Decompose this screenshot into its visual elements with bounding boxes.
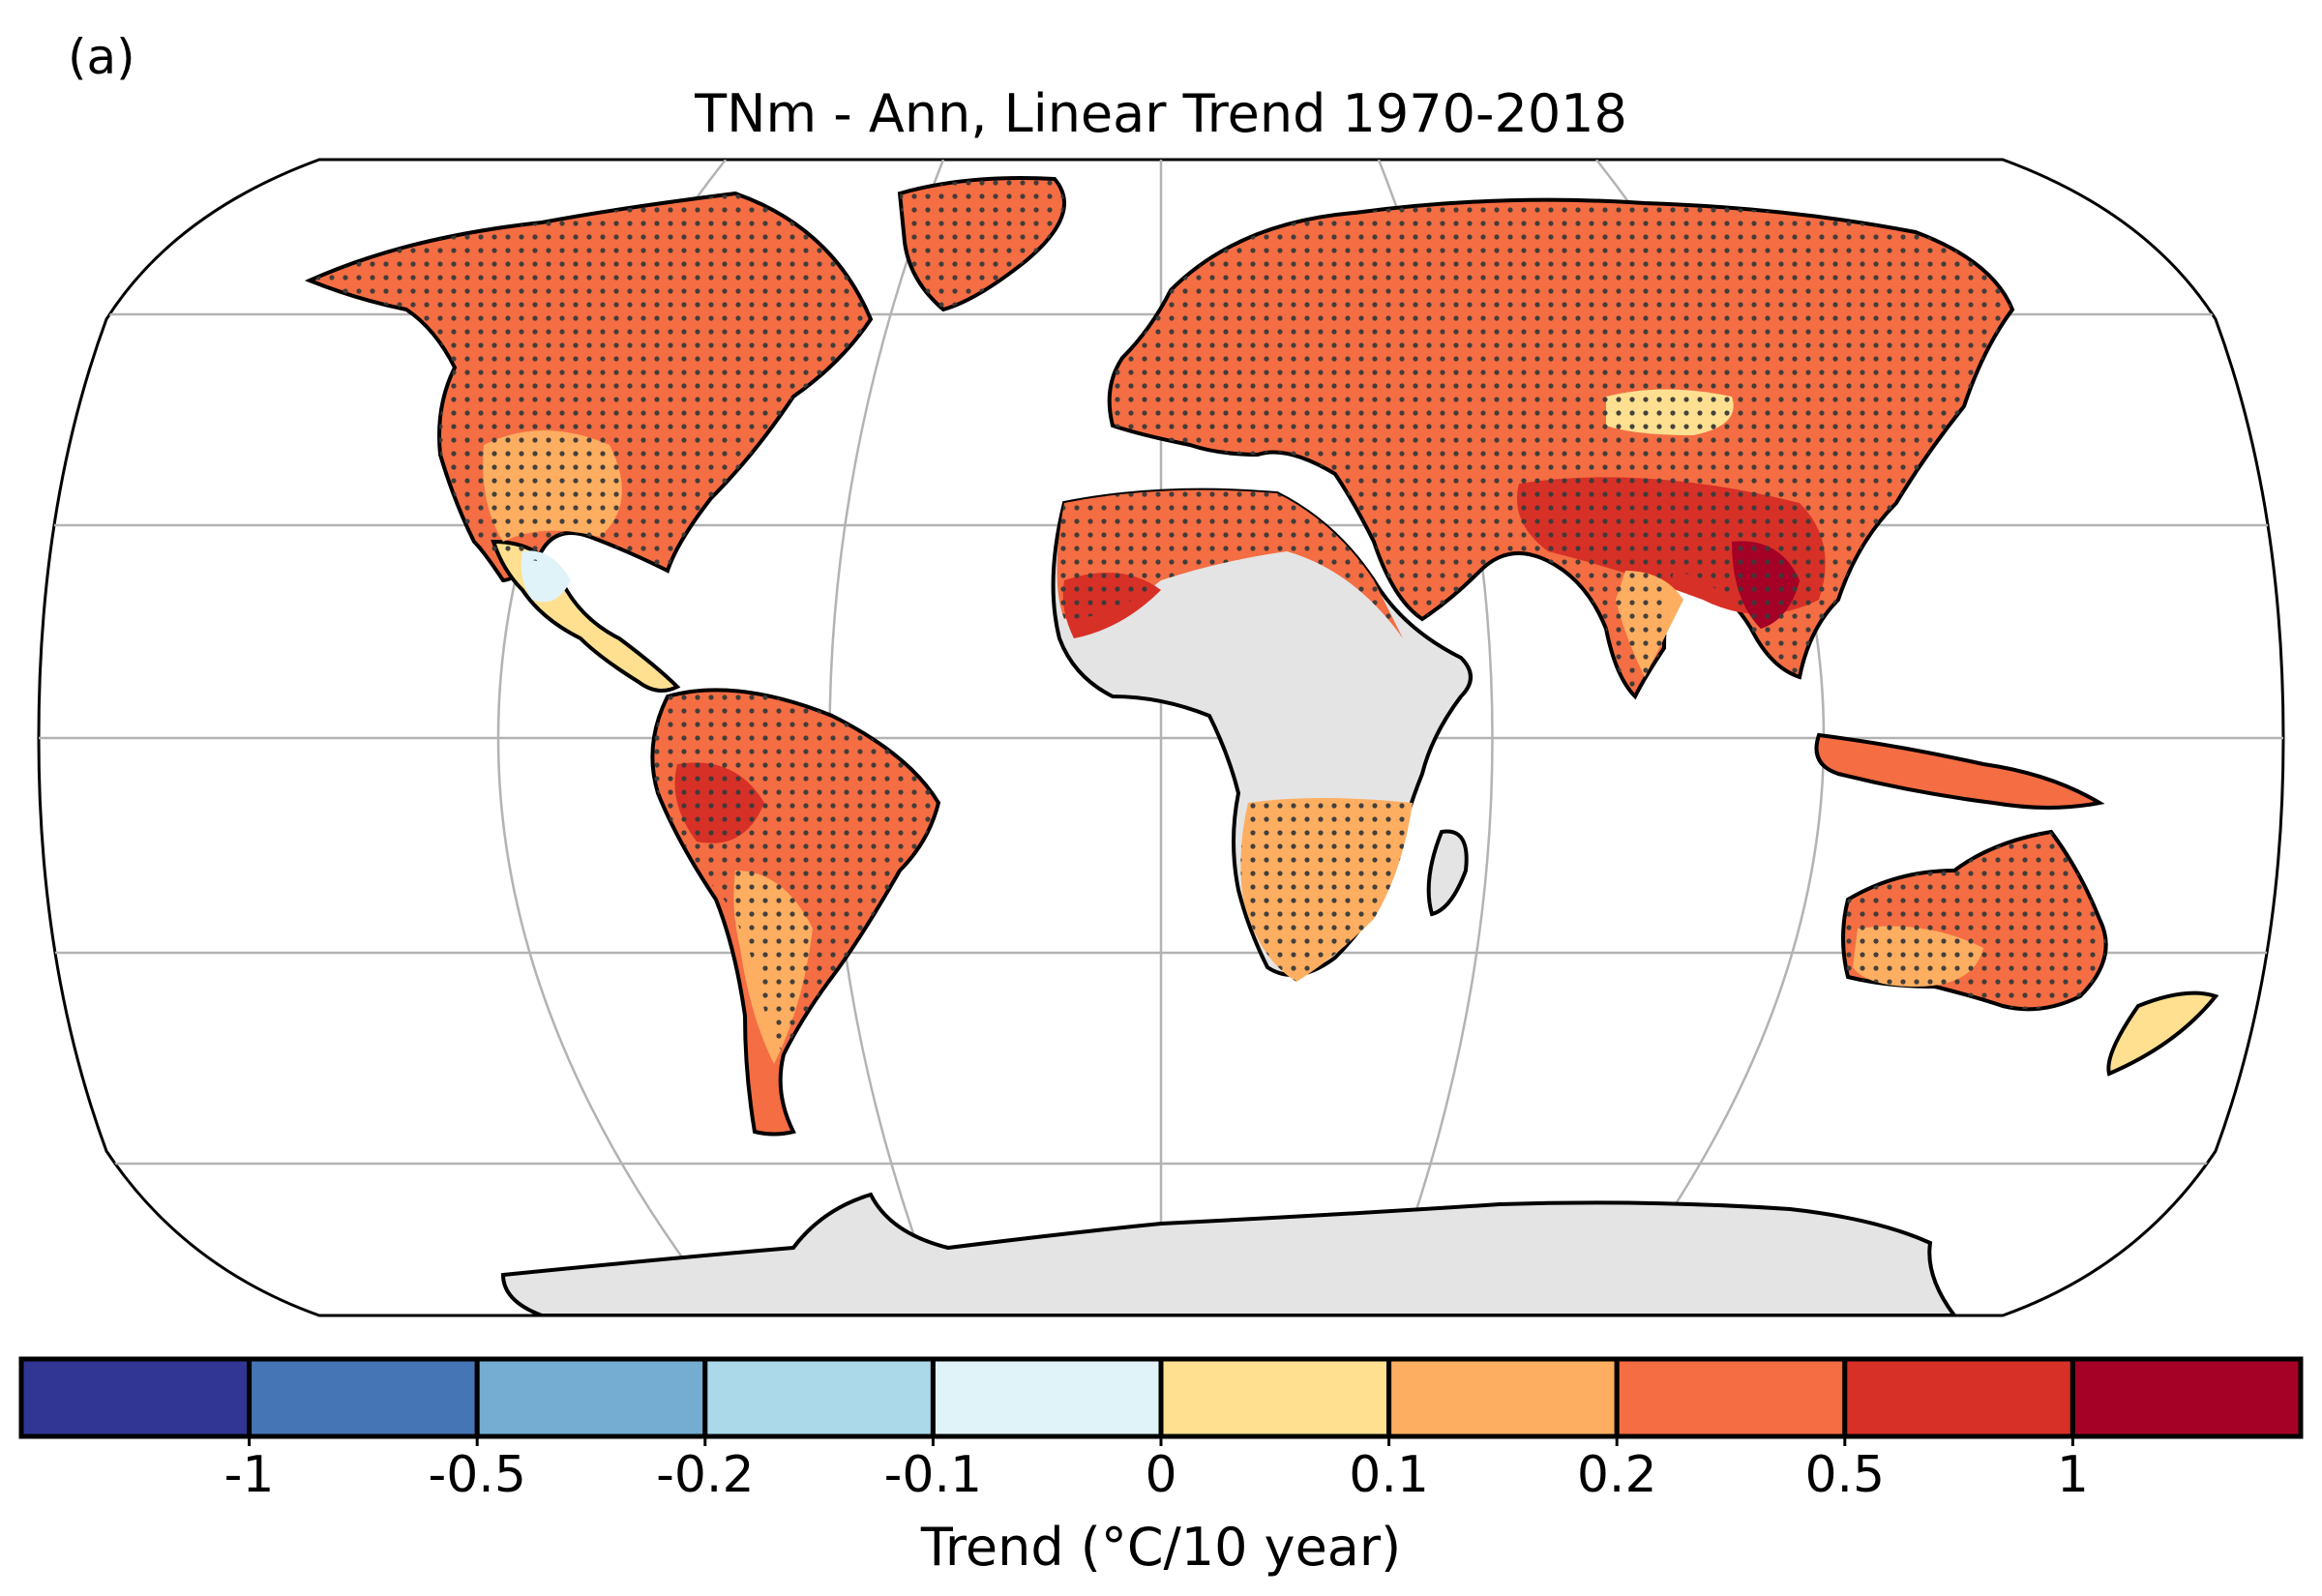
- colorbar-tick-label: 1: [2056, 1446, 2089, 1504]
- antarctica: [500, 1192, 1958, 1315]
- colorbar-tick-label: 0.2: [1576, 1446, 1657, 1504]
- colorbar: [18, 1356, 2304, 1446]
- colorbar-cell: [247, 1356, 480, 1439]
- colorbar-cell: [930, 1356, 1164, 1439]
- colorbar-cell: [18, 1356, 253, 1439]
- colorbar-tick-label: -0.1: [883, 1446, 983, 1504]
- colorbar-cell: [1842, 1356, 2075, 1439]
- colorbar-tick-label: -1: [223, 1446, 275, 1504]
- mexico-patch: [521, 550, 571, 603]
- colorbar-cell: [1386, 1356, 1620, 1439]
- colorbar-tick-label: 0.1: [1349, 1446, 1429, 1504]
- colorbar-label: Trend (°C/10 year): [920, 1517, 1402, 1578]
- colorbar-tick-label: 0: [1145, 1446, 1177, 1504]
- colorbar-ticks: [248, 1436, 2074, 1446]
- significance-stippling: [310, 178, 2106, 1054]
- colorbar-cell: [1158, 1356, 1392, 1439]
- indonesia: [1814, 732, 2105, 810]
- colorbar-cell: [1614, 1356, 1848, 1439]
- colorbar-cell: [474, 1356, 708, 1439]
- colorbar-tick-label: -0.5: [428, 1446, 526, 1504]
- colorbar-tick-label: 0.5: [1804, 1446, 1886, 1504]
- colorbar-cell: [2069, 1356, 2304, 1439]
- map-title: TNm - Ann, Linear Trend 1970-2018: [695, 83, 1627, 144]
- madagascar: [1426, 829, 1469, 917]
- colorbar-tick-label: -0.2: [656, 1446, 755, 1504]
- panel-label: (a): [68, 29, 135, 85]
- colorbar-cell: [702, 1356, 936, 1439]
- colorbar-cells: [18, 1356, 2304, 1439]
- new-zealand: [2106, 990, 2219, 1077]
